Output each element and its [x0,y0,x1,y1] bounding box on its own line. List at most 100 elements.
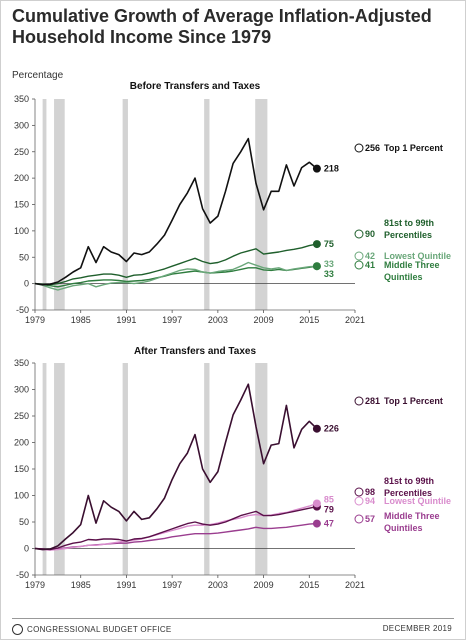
before-y-tick-label: 250 [14,147,29,157]
after-end-point [312,499,321,508]
after-y-tick-label: 250 [14,411,29,421]
after-end-label: 79 [324,505,334,515]
after-legend-name: Percentiles [384,488,432,498]
after-x-tick-label: 2009 [254,580,274,590]
after-x-tick-label: 2021 [345,580,365,590]
agency-name: CONGRESSIONAL BUDGET OFFICE [27,625,172,634]
before-legend-name: Quintiles [384,272,423,282]
after-end-point [312,424,321,433]
before-end-point [312,262,321,271]
cbo-credit: CONGRESSIONAL BUDGET OFFICE [12,624,172,635]
after-y-tick-label: 50 [19,517,29,527]
before-series-line [34,261,317,291]
after-end-label: 47 [324,519,334,529]
after-legend-name: 81st to 99th [384,476,434,486]
before-recession-band [42,99,47,310]
footer-divider [12,618,454,619]
before-y-tick-label: 350 [14,94,29,104]
before-panel-title: Before Transfers and Taxes [130,81,261,92]
after-y-tick-label: 150 [14,464,29,474]
after-x-tick-label: 1991 [116,580,136,590]
before-recession-band [204,99,210,310]
before-y-tick-label: 100 [14,226,29,236]
after-end-point [312,519,321,528]
after-recession-band [204,363,210,575]
after-recession-band [255,363,268,575]
after-y-tick-label: 100 [14,491,29,501]
footer: CONGRESSIONAL BUDGET OFFICE DECEMBER 201… [0,612,466,638]
before-end-label: 75 [324,239,334,249]
before-hollow-point [354,260,364,270]
before-legend-name: Lowest Quintile [384,251,451,261]
before-recession-band [122,99,128,310]
before-recession-band [54,99,65,310]
before-hollow-label: 256 [365,143,380,153]
before-y-tick-label: 150 [14,200,29,210]
before-y-tick-label: 0 [24,279,29,289]
before-hollow-point [354,229,364,239]
after-hollow-point [354,487,364,497]
after-y-tick-label: 350 [14,358,29,368]
before-y-tick-label: -50 [16,305,29,315]
before-x-tick-label: 2021 [345,315,365,325]
before-hollow-label: 42 [365,251,375,261]
before-end-label: 33 [324,259,334,269]
after-recession-band [42,363,47,575]
before-series-line [34,137,318,286]
before-y-tick-label: 300 [14,120,29,130]
after-y-tick-label: -50 [16,570,29,580]
before-hollow-point [354,251,364,261]
before-x-tick-label: 2015 [299,315,319,325]
after-end-label: 85 [324,494,334,504]
before-x-tick-label: 1991 [116,315,136,325]
figure-title: Cumulative Growth of Average Inflation-A… [12,6,432,47]
after-x-tick-label: 1985 [71,580,91,590]
after-hollow-label: 57 [365,514,375,524]
before-end-point [312,240,321,249]
before-x-tick-label: 1997 [162,315,182,325]
before-x-tick-label: 2009 [254,315,274,325]
before-legend-name: 81st to 99th [384,218,434,228]
before-legend-name: Middle Three [384,260,440,270]
before-hollow-label: 41 [365,260,375,270]
before-hollow-point [354,143,364,153]
after-y-tick-label: 0 [24,544,29,554]
after-recession-band [122,363,128,575]
cbo-logo-icon [12,624,23,635]
before-y-tick-label: 200 [14,173,29,183]
after-legend-name: Quintiles [384,523,423,533]
before-x-tick-label: 2003 [208,315,228,325]
before-x-tick-label: 1979 [25,315,45,325]
after-legend-name: Lowest Quintile [384,496,451,506]
after-hollow-point [354,396,364,406]
after-y-tick-label: 300 [14,385,29,395]
after-x-tick-label: 1997 [162,580,182,590]
before-hollow-label: 90 [365,229,375,239]
before-series-line [34,243,318,286]
y-axis-label: Percentage [12,70,64,81]
before-legend-name: Top 1 Percent [384,143,443,153]
after-x-tick-label: 2015 [299,580,319,590]
after-legend-name: Middle Three [384,511,440,521]
after-series-line [34,505,318,551]
after-hollow-label: 98 [365,487,375,497]
after-y-tick-label: 200 [14,438,29,448]
after-legend-name: Top 1 Percent [384,396,443,406]
before-x-tick-label: 1985 [71,315,91,325]
before-series-line [34,265,318,288]
after-panel: After Transfers and Taxes 350 300 250 200 150… [14,346,451,590]
after-hollow-label: 281 [365,396,380,406]
after-hollow-point [354,496,364,506]
after-hollow-label: 94 [365,496,375,506]
before-end-label: 218 [324,164,339,174]
before-end-label: 33 [324,269,334,279]
after-end-label: 226 [324,424,339,434]
after-recession-band [54,363,65,575]
after-hollow-point [354,514,364,524]
before-y-tick-label: 50 [19,252,29,262]
after-panel-title: After Transfers and Taxes [134,346,257,357]
publication-date: DECEMBER 2019 [382,624,452,633]
after-x-tick-label: 1979 [25,580,45,590]
before-panel: Before Transfers and Taxes 350 300 250 200 15… [14,81,451,325]
